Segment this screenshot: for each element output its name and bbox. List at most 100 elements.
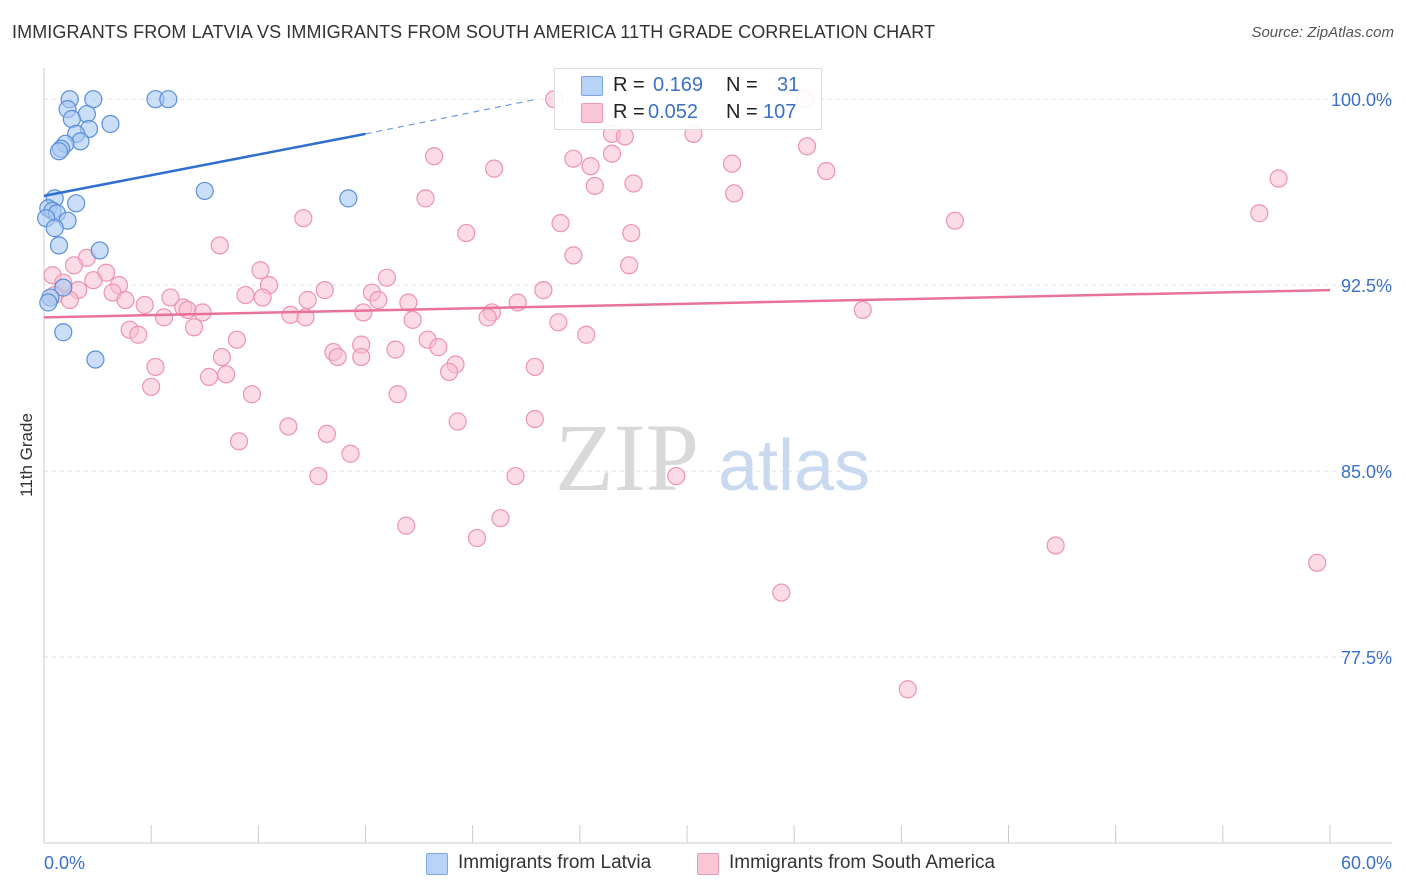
point-south-america: [309, 466, 328, 486]
point-south-america: [184, 318, 204, 337]
point-south-america: [146, 357, 165, 377]
point-latvia: [195, 181, 214, 201]
point-south-america: [1308, 553, 1327, 572]
point-south-america: [388, 385, 407, 404]
y-tick-label: 85.0%: [1341, 462, 1392, 482]
point-south-america: [549, 313, 568, 332]
point-south-america: [193, 303, 212, 322]
point-latvia: [67, 194, 86, 213]
point-latvia: [49, 142, 69, 161]
watermark: ZIP atlas: [555, 404, 870, 511]
legend-n-value: 107: [763, 101, 797, 123]
point-south-america: [377, 268, 397, 287]
point-south-america: [161, 288, 180, 307]
point-south-america: [279, 417, 298, 436]
point-south-america: [457, 223, 476, 243]
trend-line-south-america: [43, 288, 1331, 319]
point-south-america: [178, 300, 197, 320]
point-south-america: [352, 347, 371, 367]
gridlines: [44, 98, 1392, 658]
point-south-america: [242, 385, 262, 404]
y-axis-title: 11th Grade: [17, 413, 36, 497]
point-south-america: [154, 308, 174, 327]
point-south-america: [585, 176, 604, 196]
legend-n-label: N =: [726, 101, 758, 123]
point-south-america: [1269, 169, 1288, 188]
y-tick-label: 77.5%: [1341, 648, 1392, 668]
point-south-america: [620, 256, 639, 275]
legend-swatch-latvia: [426, 853, 448, 875]
point-south-america: [229, 432, 249, 451]
trend-line-latvia: [43, 132, 366, 198]
point-latvia: [39, 293, 58, 312]
point-south-america: [506, 466, 525, 486]
point-south-america: [534, 281, 553, 300]
point-south-america: [354, 303, 373, 322]
point-south-america: [564, 246, 583, 265]
legend-r-label: R =: [613, 74, 645, 96]
point-latvia: [101, 114, 120, 134]
point-south-america: [525, 357, 544, 377]
y-tick-label: 92.5%: [1341, 276, 1392, 296]
axes: [43, 68, 1392, 844]
point-south-america: [602, 144, 622, 163]
legend-row-south-america: R = 0.052 N = 107: [555, 100, 821, 126]
legend-label-south-america: Immigrants from South America: [729, 852, 996, 873]
trend-lines: [43, 98, 1331, 319]
x-tick-label-max: 60.0%: [1341, 853, 1392, 873]
point-south-america: [898, 680, 917, 699]
point-latvia: [159, 90, 178, 109]
point-south-america: [341, 444, 360, 463]
point-south-america: [622, 223, 641, 243]
point-south-america: [429, 338, 448, 357]
point-south-america: [817, 161, 836, 181]
point-south-america: [1046, 536, 1065, 555]
legend-swatch-south-america: [697, 853, 719, 875]
legend-r-value: 0.169: [653, 74, 704, 96]
stats-legend: R = 0.169 N = 31 R = 0.052 N = 107: [554, 68, 822, 130]
point-south-america: [577, 325, 596, 344]
series-latvia-points: [37, 90, 358, 369]
watermark-zip: ZIP: [555, 404, 699, 511]
point-south-america: [210, 236, 229, 255]
point-south-america: [317, 424, 337, 444]
point-south-america: [294, 209, 313, 228]
point-south-america: [397, 516, 416, 535]
point-south-america: [84, 271, 103, 290]
legend-n-label: N =: [726, 74, 758, 96]
series-legend: Immigrants from Latvia Immigrants from S…: [0, 852, 1406, 878]
point-south-america: [467, 528, 487, 548]
legend-row-latvia: R = 0.169 N = 31: [555, 73, 821, 99]
point-latvia: [54, 323, 73, 342]
point-south-america: [725, 184, 744, 203]
point-south-america: [564, 149, 583, 168]
point-south-america: [615, 127, 634, 146]
point-south-america: [64, 256, 84, 275]
legend-r-label: R =: [613, 101, 645, 123]
point-south-america: [212, 347, 231, 367]
point-latvia: [45, 219, 64, 238]
point-latvia: [77, 104, 96, 124]
y-tick-label: 100.0%: [1331, 90, 1392, 110]
point-south-america: [624, 174, 643, 193]
point-south-america: [281, 305, 300, 324]
point-south-america: [439, 362, 459, 382]
point-south-america: [478, 308, 497, 327]
point-south-america: [253, 288, 272, 307]
point-south-america: [227, 330, 246, 349]
point-south-america: [135, 295, 154, 315]
point-south-america: [129, 325, 148, 344]
point-south-america: [328, 347, 347, 367]
point-south-america: [116, 290, 135, 310]
point-south-america: [199, 367, 219, 386]
point-south-america: [772, 583, 791, 602]
trend-line-latvia-extension: [365, 98, 538, 135]
point-south-america: [217, 365, 236, 384]
point-south-america: [581, 157, 600, 176]
point-south-america: [424, 147, 444, 166]
legend-r-value: 0.052: [648, 101, 699, 123]
point-south-america: [1250, 204, 1269, 223]
point-south-america: [369, 290, 388, 310]
point-south-america: [416, 189, 435, 208]
point-latvia: [49, 236, 69, 255]
